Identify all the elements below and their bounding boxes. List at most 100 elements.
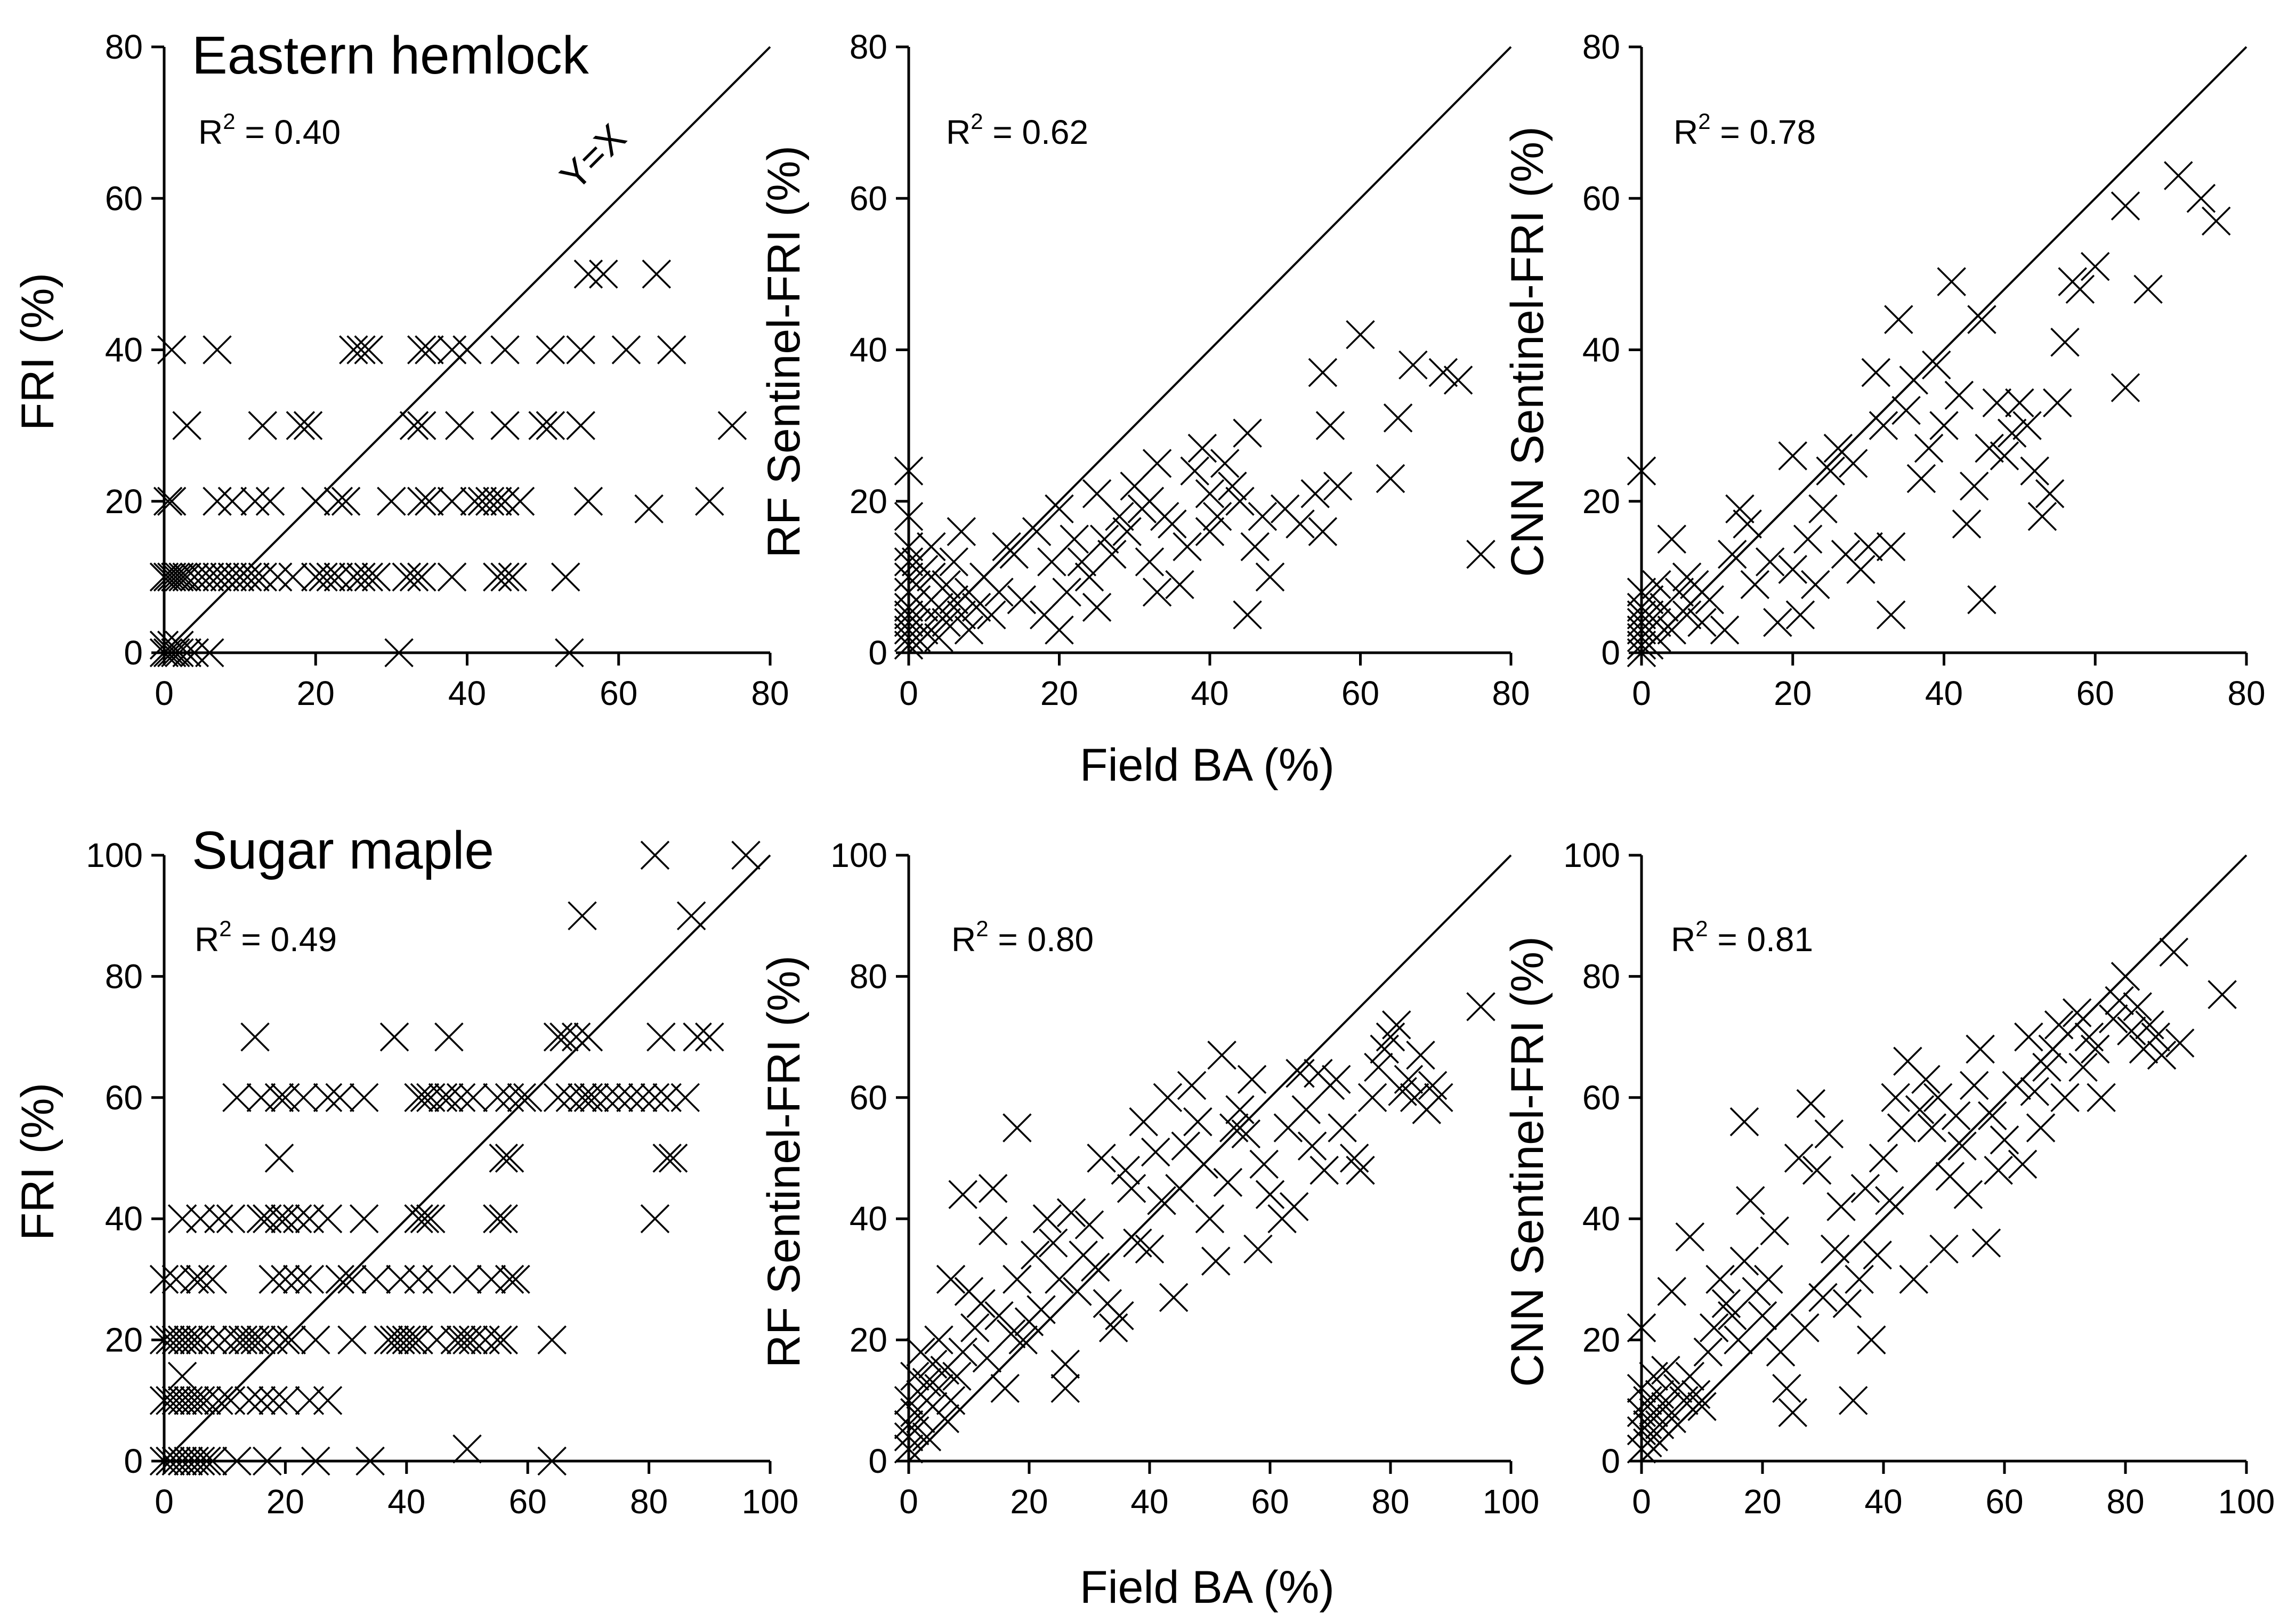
data-point (446, 1325, 476, 1355)
r2-value: = 0.78 (1711, 113, 1816, 151)
data-point (1309, 1156, 1339, 1185)
data-point (483, 1204, 512, 1234)
data-point (1672, 600, 1702, 630)
data-point (1953, 1180, 1983, 1209)
data-point (1839, 449, 1868, 478)
data-point (1142, 449, 1172, 478)
data-point (932, 570, 961, 599)
y-tick-label: 40 (105, 1199, 143, 1238)
data-point (984, 1301, 1014, 1331)
r2-value: = 0.40 (236, 113, 341, 151)
x-tick-label: 20 (1774, 674, 1812, 712)
data-point (1135, 1234, 1165, 1264)
data-point (489, 1143, 518, 1173)
data-point (1914, 434, 1944, 463)
data-point (1724, 1325, 1753, 1355)
x-tick-label: 0 (899, 1482, 918, 1521)
data-point (422, 1264, 451, 1294)
x-tick-label: 40 (387, 1482, 425, 1521)
data-point (2111, 191, 2140, 221)
y-tick-label: 20 (850, 482, 887, 521)
data-point (445, 411, 474, 440)
data-point (2208, 980, 2237, 1009)
data-point (1839, 1386, 1868, 1415)
r2-annotation: R2 = 0.62 (946, 109, 1088, 151)
y-tick-label: 0 (1601, 1442, 1620, 1480)
data-point (1718, 540, 1747, 569)
data-point (2062, 998, 2092, 1027)
y-axis-label: FRI (%) (12, 273, 63, 431)
data-point (917, 532, 946, 562)
data-point (1929, 411, 1959, 440)
data-point (1424, 1083, 1453, 1113)
data-point (240, 486, 270, 516)
data-point (1937, 267, 1966, 296)
data-point (2068, 1052, 2098, 1082)
y-tick-label: 80 (1582, 957, 1620, 995)
y-tick-label: 80 (1582, 28, 1620, 66)
data-point (222, 1083, 252, 1113)
data-point (437, 486, 467, 516)
data-point (490, 411, 520, 440)
data-point (277, 1325, 306, 1355)
data-point (225, 562, 255, 592)
data-point (185, 1264, 215, 1294)
data-point (407, 562, 436, 592)
data-point (1323, 472, 1353, 501)
data-point (568, 901, 597, 930)
data-point (960, 1313, 990, 1343)
x-tick-label: 80 (1492, 674, 1530, 712)
data-point (1978, 1101, 2007, 1131)
data-point (1642, 623, 1671, 652)
data-point (1754, 1264, 1783, 1294)
data-point (157, 630, 187, 660)
data-point (325, 1264, 354, 1294)
data-point (1846, 555, 1875, 584)
data-point (961, 593, 991, 622)
data-point (415, 335, 444, 364)
data-point (537, 1325, 567, 1355)
data-point (324, 562, 353, 592)
data-point (924, 593, 953, 622)
data-point (2165, 1028, 2195, 1058)
one-to-one-line (1640, 854, 2248, 1462)
data-point (1060, 524, 1089, 554)
eastern-hemlock-cnn-panel: CNN Sentinel-FRI (%) R2 = 0.78 020406080… (1502, 28, 2266, 712)
reference-line-label: Y=X (552, 116, 634, 198)
data-point (947, 600, 976, 630)
data-point (894, 547, 924, 577)
data-point (1627, 600, 1656, 630)
data-point (149, 630, 179, 660)
data-point (1947, 1131, 1977, 1161)
data-point (253, 1446, 282, 1476)
data-point (490, 486, 520, 516)
data-point (490, 562, 520, 592)
x-tick-label: 80 (2227, 674, 2265, 712)
data-point (1189, 1149, 1218, 1179)
data-point (1177, 1070, 1207, 1100)
data-point (240, 1022, 270, 1052)
data-point (1984, 1156, 2013, 1185)
one-to-one-line (1640, 46, 2248, 654)
data-point (1021, 1240, 1050, 1270)
data-point (1627, 630, 1656, 660)
data-point (566, 335, 595, 364)
data-point (1443, 366, 1473, 395)
data-point (932, 607, 961, 637)
data-point (216, 1204, 246, 1234)
data-point (2065, 274, 2095, 304)
data-point (894, 623, 924, 652)
data-point (157, 562, 187, 592)
r2-value: = 0.49 (232, 920, 337, 959)
data-point (361, 562, 391, 592)
y-axis-label: FRI (%) (12, 1083, 63, 1240)
data-point (1376, 464, 1405, 493)
data-point (536, 411, 565, 440)
data-point (1802, 1156, 1832, 1185)
y-tick-label: 80 (850, 957, 887, 995)
data-point (255, 486, 285, 516)
data-point (924, 1325, 953, 1355)
y-tick-label: 0 (868, 634, 887, 672)
x-tick-label: 20 (1743, 1482, 1781, 1521)
data-point (157, 486, 187, 516)
